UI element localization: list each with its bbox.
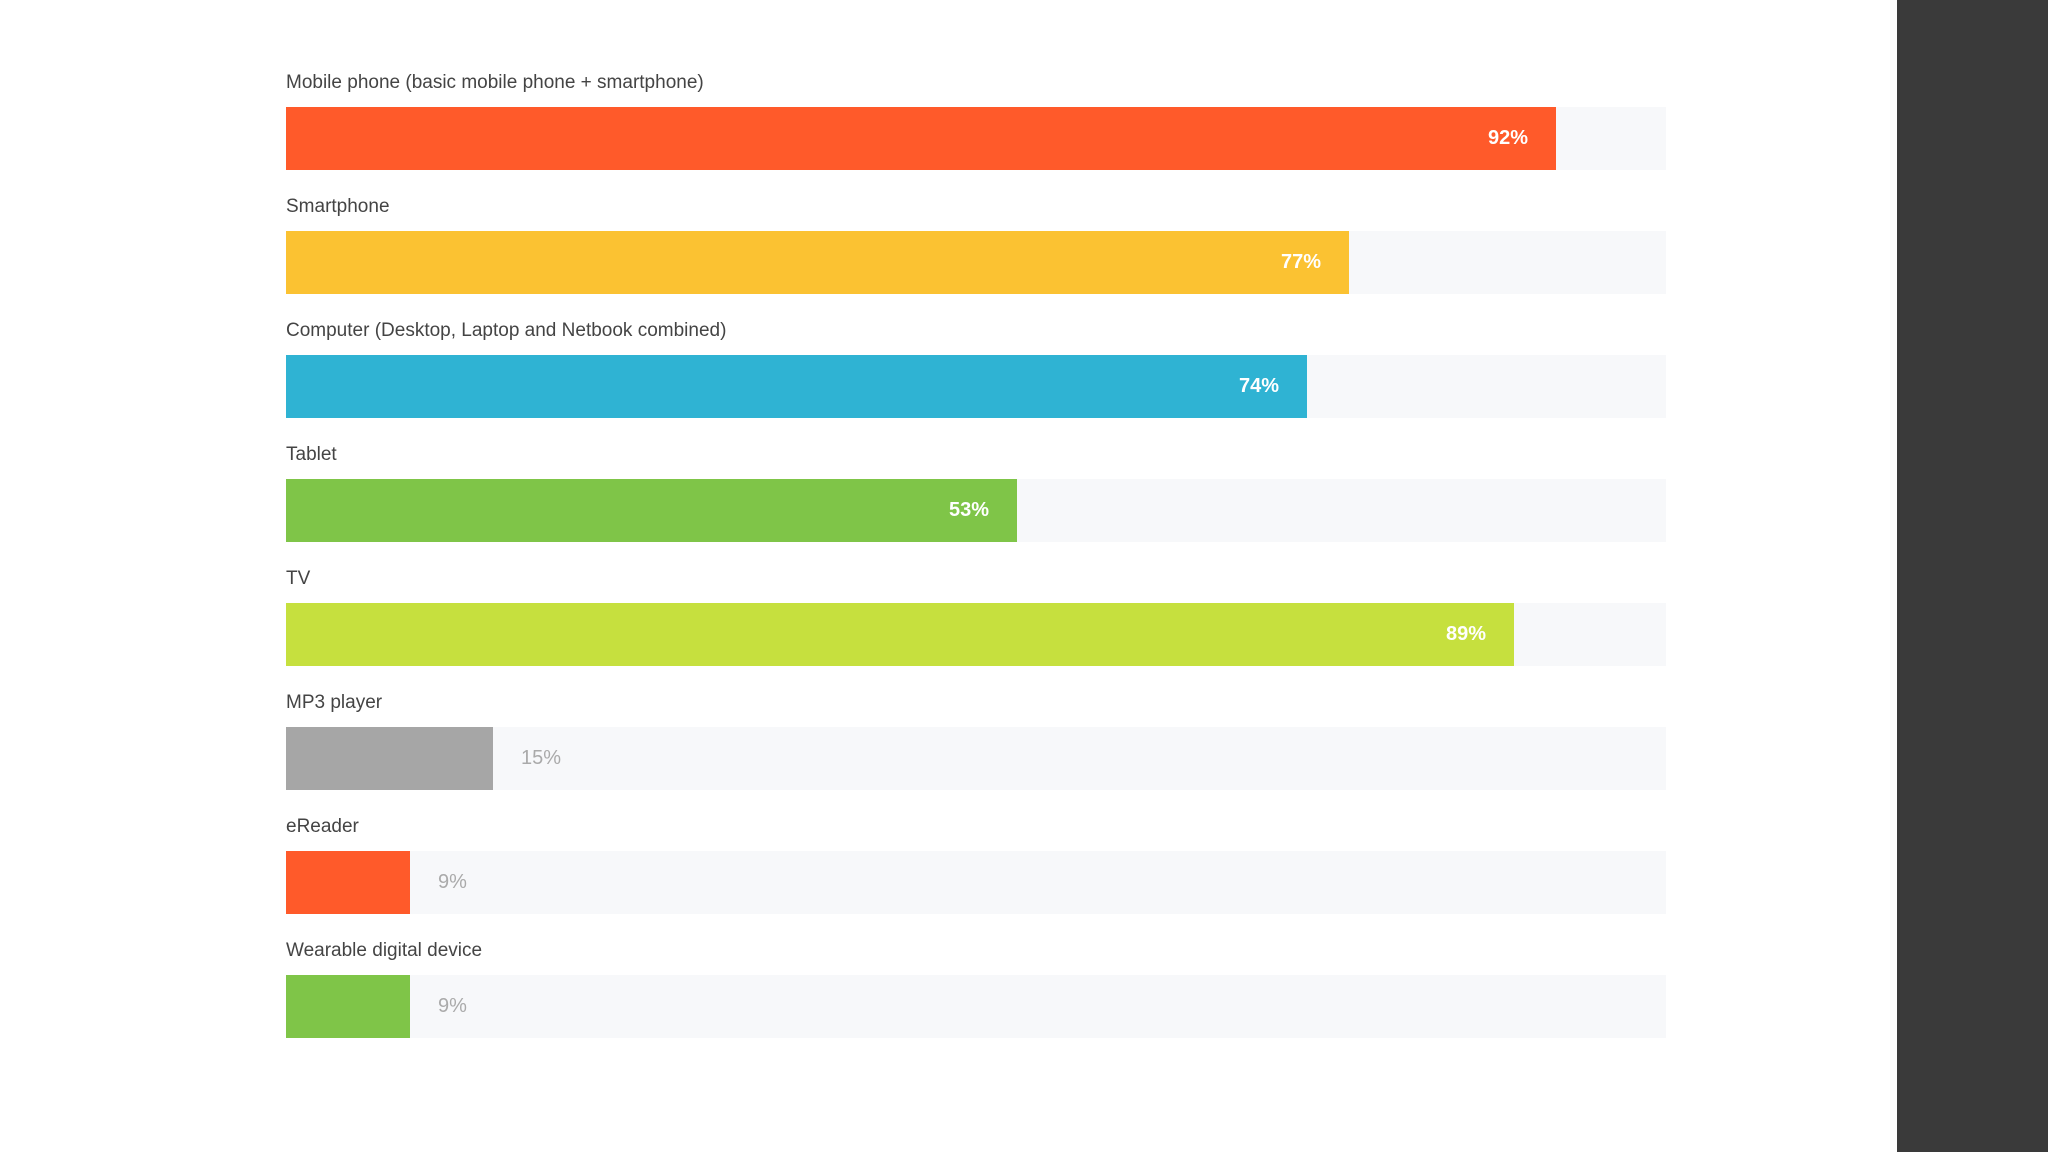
value-label: 53% xyxy=(948,499,989,521)
bar xyxy=(286,603,1514,666)
category-label: Computer (Desktop, Laptop and Netbook co… xyxy=(286,320,727,341)
bar-track: 15% xyxy=(286,727,1666,790)
bar xyxy=(286,107,1556,170)
bar xyxy=(286,727,493,790)
bar-row: eReader 9% xyxy=(286,814,1666,938)
category-label: MP3 player xyxy=(286,692,383,713)
bar-track: 9% xyxy=(286,851,1666,914)
bar-track: 77% xyxy=(286,231,1666,294)
bar-row: TV 89% xyxy=(286,566,1666,690)
bar-row: Tablet 53% xyxy=(286,442,1666,566)
bar xyxy=(286,355,1307,418)
value-label: 15% xyxy=(521,747,562,769)
bar-row: Computer (Desktop, Laptop and Netbook co… xyxy=(286,318,1666,442)
value-label: 74% xyxy=(1238,375,1279,397)
dark-side-panel xyxy=(1897,0,2048,1152)
bar-track: 74% xyxy=(286,355,1666,418)
bar xyxy=(286,851,410,914)
category-label: Mobile phone (basic mobile phone + smart… xyxy=(286,72,704,93)
value-label: 77% xyxy=(1280,251,1321,273)
category-label: Smartphone xyxy=(286,196,390,217)
value-label: 9% xyxy=(438,871,467,893)
bar-track: 89% xyxy=(286,603,1666,666)
bar xyxy=(286,231,1349,294)
bar-chart: Mobile phone (basic mobile phone + smart… xyxy=(286,70,1666,1062)
bar-row: Mobile phone (basic mobile phone + smart… xyxy=(286,70,1666,194)
bar-track: 53% xyxy=(286,479,1666,542)
value-label: 9% xyxy=(438,995,467,1017)
category-label: Wearable digital device xyxy=(286,940,483,961)
category-label: TV xyxy=(286,568,311,589)
bar-row: Smartphone 77% xyxy=(286,194,1666,318)
bar-track: 92% xyxy=(286,107,1666,170)
bar-row: MP3 player 15% xyxy=(286,690,1666,814)
value-label: 92% xyxy=(1487,127,1528,149)
category-label: Tablet xyxy=(286,444,337,465)
bar xyxy=(286,479,1017,542)
bar-track: 9% xyxy=(286,975,1666,1038)
value-label: 89% xyxy=(1445,623,1486,645)
category-label: eReader xyxy=(286,816,359,837)
bar xyxy=(286,975,410,1038)
bar-row: Wearable digital device 9% xyxy=(286,938,1666,1062)
